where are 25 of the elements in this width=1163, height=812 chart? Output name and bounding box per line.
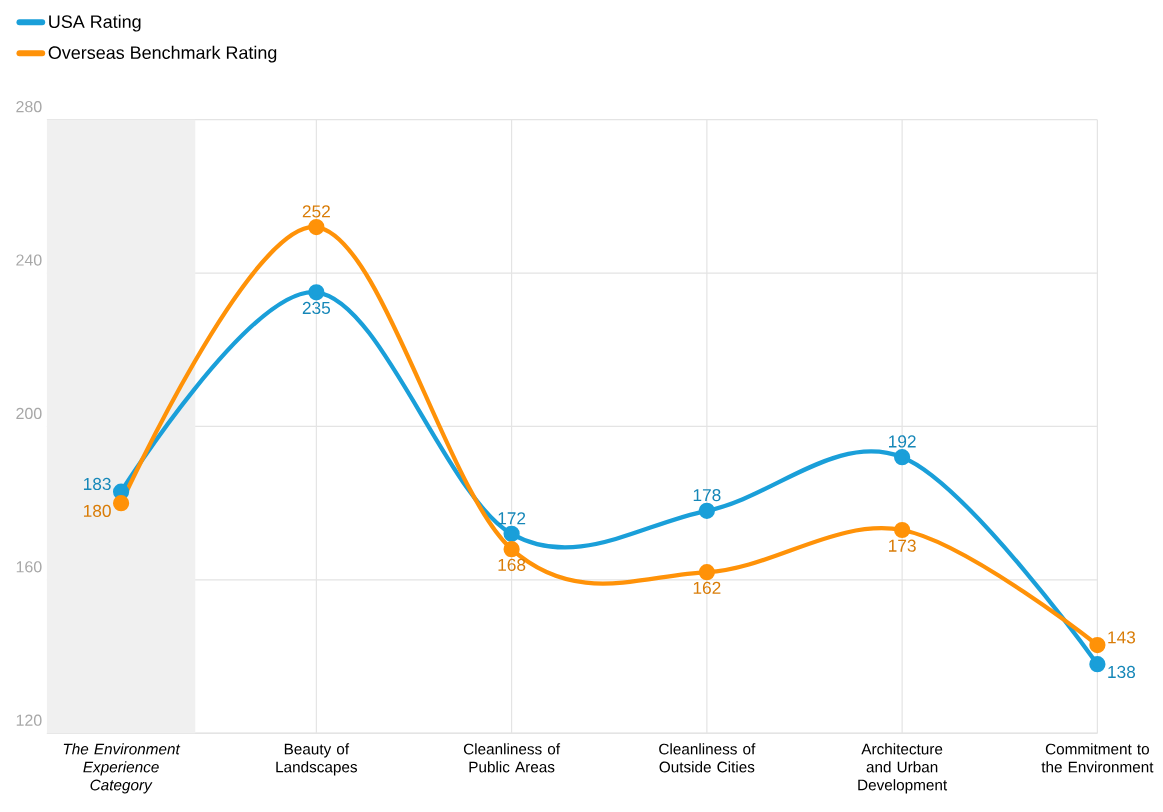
x-tick-label: Beauty of Landscapes (276, 743, 358, 776)
data-label: 192 (889, 435, 916, 448)
data-label: 172 (498, 512, 526, 525)
legend-label: USA Rating (49, 14, 141, 32)
x-tick-label: Cleanliness of Public Areas (463, 743, 561, 773)
x-tick-label: Commitment to the Environment (1041, 743, 1154, 773)
data-label: 138 (1108, 665, 1136, 679)
x-tick-label: Architecture and Urban Development (858, 743, 948, 794)
x-tick-label: The Environment Experience Category (63, 743, 181, 794)
data-label: 168 (498, 558, 526, 571)
data-label: 173 (889, 539, 916, 552)
legend-label: Overseas Benchmark Rating (48, 45, 277, 63)
y-tick-label: 240 (16, 254, 42, 266)
x-tick-label: Cleanliness of Outside Cities (659, 743, 756, 773)
y-tick-label: 200 (16, 407, 42, 420)
y-tick-label: 160 (16, 561, 42, 573)
data-label: 143 (1108, 631, 1136, 644)
data-label: 178 (693, 488, 721, 502)
data-label: 162 (693, 581, 721, 594)
data-label: 180 (83, 504, 111, 517)
data-label: 252 (302, 205, 330, 218)
data-label: 235 (302, 301, 331, 315)
y-tick-label: 120 (16, 714, 42, 726)
y-tick-label: 280 (16, 101, 42, 113)
data-label: 183 (83, 477, 111, 491)
